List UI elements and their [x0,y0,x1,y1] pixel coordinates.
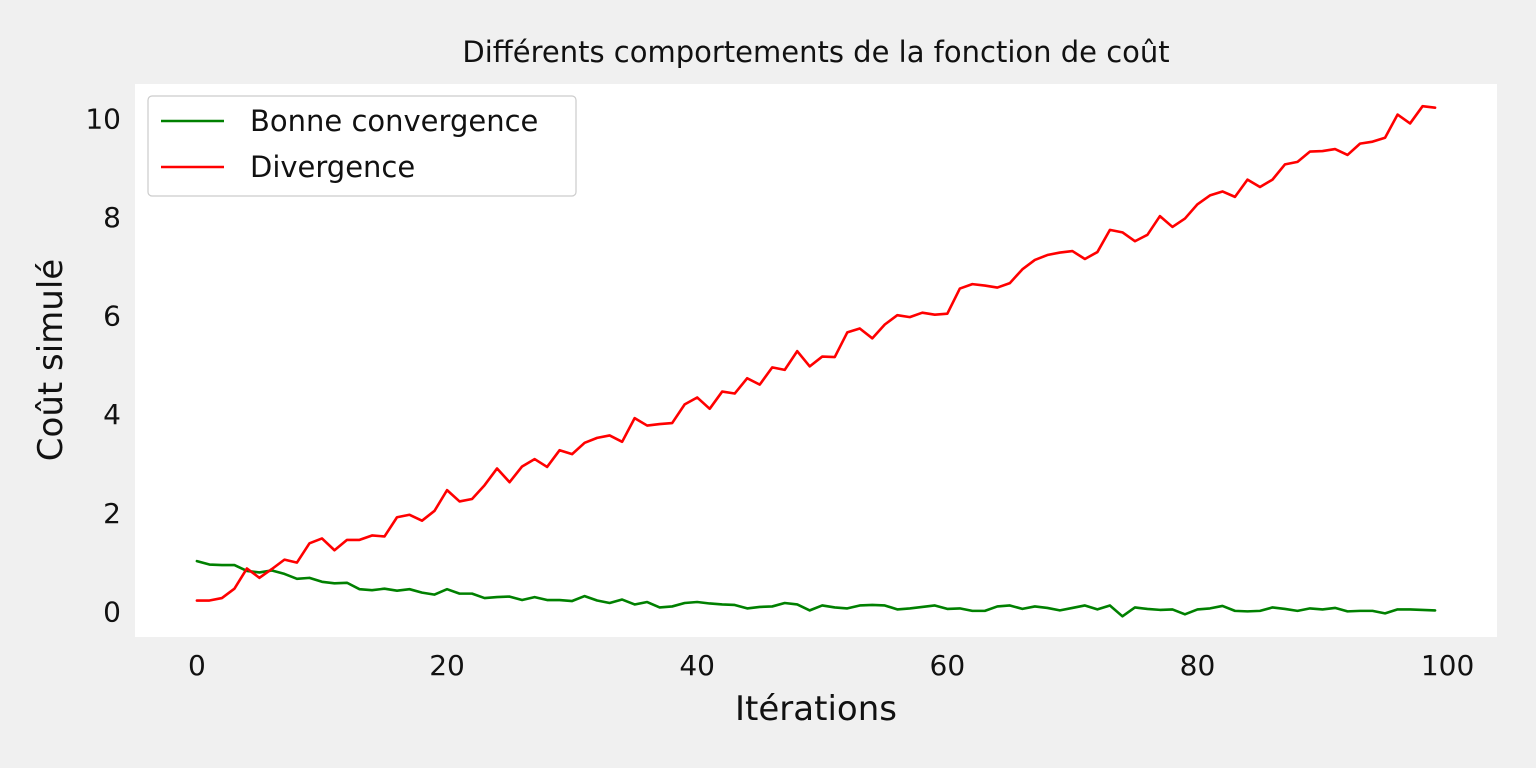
series-line-divergence [195,104,1437,602]
y-tick-label: 8 [103,201,121,234]
y-tick-label: 0 [103,595,121,628]
chart-title: Différents comportements de la fonction … [462,35,1169,69]
y-tick-label: 4 [103,398,121,431]
x-tick-label: 80 [1180,649,1216,682]
series-line-bonne-convergence [195,559,1437,618]
legend-label: Divergence [250,150,415,184]
x-tick-label: 60 [930,649,966,682]
x-axis-ticks: 0 20 40 60 80 100 [188,649,1474,682]
legend-box [147,95,577,197]
y-tick-label: 2 [103,497,121,530]
y-axis-label: Coût simulé [31,259,71,461]
x-tick-label: 40 [679,649,715,682]
x-axis-label: Itérations [735,689,897,729]
y-axis-ticks: 0 2 4 6 8 10 [85,103,121,629]
x-tick-label: 20 [429,649,465,682]
x-tick-label: 100 [1421,649,1474,682]
legend: Bonne convergence Divergence [147,95,577,197]
legend-label: Bonne convergence [250,104,538,138]
y-tick-label: 6 [103,300,121,333]
y-tick-label: 10 [85,103,121,136]
x-tick-label: 0 [188,649,206,682]
series-layer [195,104,1437,618]
